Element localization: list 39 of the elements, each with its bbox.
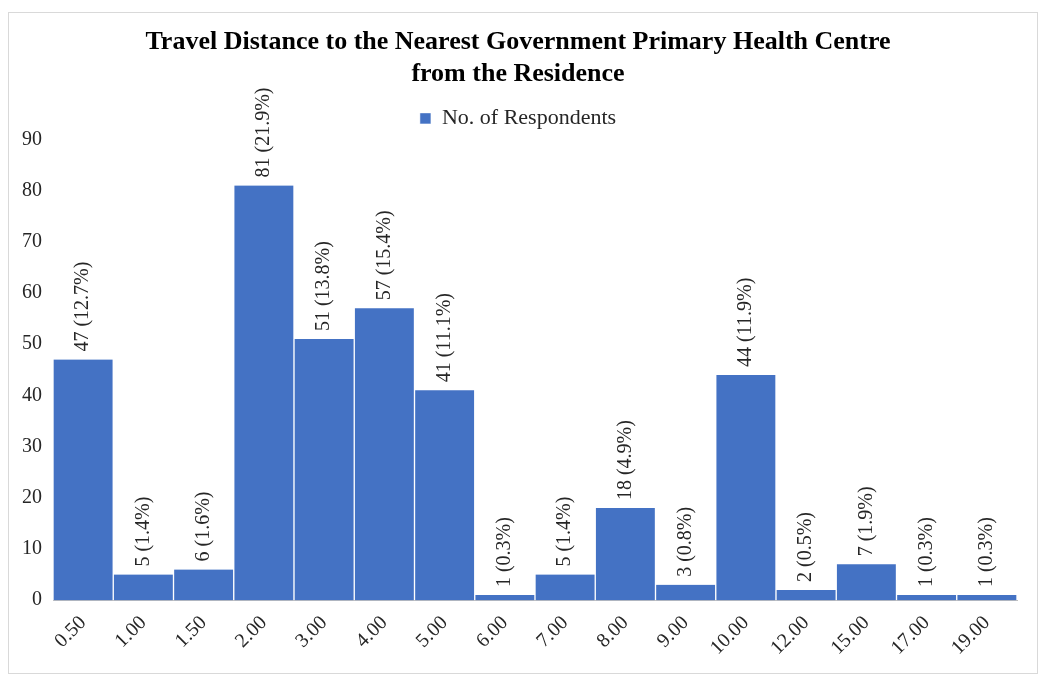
data-label: 1 (0.3%) (913, 517, 937, 588)
data-label: 1 (0.3%) (974, 517, 998, 588)
y-tick-label: 90 (22, 126, 42, 149)
data-label: 44 (11.9%) (733, 277, 757, 367)
data-label: 3 (0.8%) (672, 506, 696, 577)
x-tick-label: 6.00 (471, 610, 512, 651)
data-label: 1 (0.3%) (492, 517, 516, 588)
x-tick-label: 7.00 (531, 610, 572, 651)
data-label: 7 (1.9%) (853, 486, 877, 557)
y-tick-label: 50 (22, 331, 42, 354)
data-label: 2 (0.5%) (793, 511, 817, 582)
x-tick-label: 2.00 (230, 610, 271, 651)
y-tick-label: 0 (32, 587, 42, 610)
data-label: 5 (1.4%) (552, 496, 576, 567)
x-tick-label: 3.00 (290, 610, 331, 651)
chart-title: Travel Distance to the Nearest Government Primary Health Centre from the Residence (145, 26, 891, 87)
x-tick-label: 5.00 (410, 610, 452, 651)
y-tick-label: 30 (22, 433, 42, 456)
legend-label: No. of Respondents (441, 104, 617, 130)
data-label: 18 (4.9%) (612, 420, 636, 501)
data-label: 6 (1.6%) (190, 491, 214, 562)
y-tick-label: 40 (22, 382, 42, 405)
data-label: 41 (11.1%) (431, 293, 455, 383)
data-label: 57 (15.4%) (371, 210, 395, 301)
x-tick-label: 9.00 (651, 610, 693, 651)
y-tick-label: 20 (22, 485, 42, 508)
x-tick-label: 1.50 (169, 610, 211, 651)
y-tick-label: 70 (22, 229, 42, 252)
data-label: 81 (21.9%) (251, 87, 275, 178)
data-label: 5 (1.4%) (130, 496, 154, 567)
x-tick-label: 4.00 (350, 610, 391, 651)
x-tick-label: 1.00 (109, 610, 150, 651)
x-tick-label: 0.50 (49, 610, 90, 651)
data-label: 47 (12.7%) (70, 261, 94, 352)
y-tick-label: 80 (22, 177, 42, 200)
x-tick-label: 8.00 (591, 610, 632, 651)
data-label: 51 (13.8%) (311, 241, 335, 332)
y-tick-label: 60 (22, 280, 42, 303)
y-tick-label: 10 (22, 536, 42, 559)
